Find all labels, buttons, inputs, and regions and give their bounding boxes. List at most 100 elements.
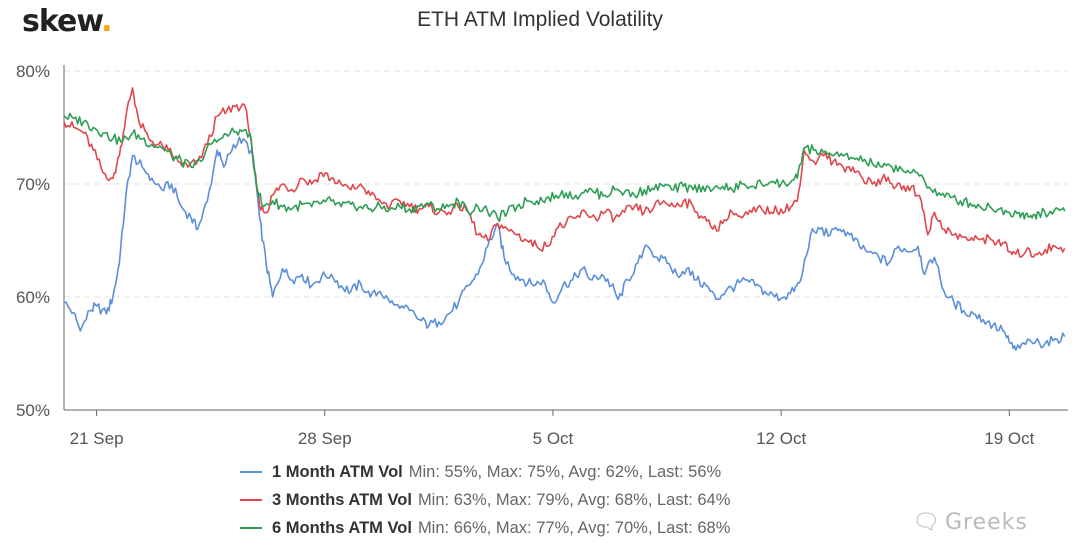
data-point (291, 208, 293, 210)
watermark: 🗨 Greeks (912, 510, 1028, 535)
data-point (1002, 330, 1004, 332)
data-point (242, 138, 244, 140)
data-point (291, 189, 293, 191)
data-point (910, 172, 912, 174)
data-point (643, 189, 645, 191)
data-point (92, 126, 94, 128)
data-point (526, 200, 528, 202)
series-line-2 (63, 87, 1066, 258)
data-point (692, 205, 694, 207)
data-point (848, 234, 850, 236)
data-point (943, 228, 945, 230)
data-point (614, 217, 616, 219)
data-point (552, 301, 554, 303)
data-point (591, 279, 593, 281)
data-point (751, 211, 753, 213)
data-point (1008, 251, 1010, 253)
data-point (1034, 253, 1036, 255)
data-point (95, 305, 97, 307)
data-point (369, 296, 371, 298)
data-point (125, 194, 127, 196)
data-point (122, 140, 124, 142)
data-point (871, 163, 873, 165)
data-point (516, 234, 518, 236)
data-point (972, 239, 974, 241)
data-point (258, 205, 260, 207)
data-point (861, 160, 863, 162)
brand-name: skew (22, 4, 102, 39)
data-point (773, 296, 775, 298)
data-point (933, 256, 935, 258)
data-point (584, 211, 586, 213)
data-point (232, 143, 234, 145)
data-point (408, 309, 410, 311)
data-point (428, 324, 430, 326)
legend-item[interactable]: 1 Month ATM Vol Min: 55%, Max: 75%, Avg: … (240, 458, 730, 486)
data-point (796, 200, 798, 202)
data-point (477, 234, 479, 236)
data-point (601, 273, 603, 275)
data-point (1002, 242, 1004, 244)
data-point (102, 132, 104, 134)
data-point (399, 307, 401, 309)
data-point (281, 205, 283, 207)
data-point (881, 166, 883, 168)
data-point (506, 228, 508, 230)
legend-swatch (240, 527, 262, 529)
data-point (813, 160, 815, 162)
legend-series-name: 1 Month ATM Vol (272, 462, 403, 481)
data-point (1064, 247, 1066, 249)
data-point (418, 318, 420, 320)
data-point (731, 189, 733, 191)
data-point (829, 234, 831, 236)
legend-swatch (240, 499, 262, 501)
data-point (940, 194, 942, 196)
data-point (1044, 248, 1046, 250)
data-point (822, 151, 824, 153)
data-point (982, 237, 984, 239)
axis-layer: 50% 60% 70% 80% 21 Sep 28 Sep 5 Oct 12 Oct 19 Oc… (16, 62, 1068, 448)
data-point (705, 285, 707, 287)
data-point (526, 239, 528, 241)
data-point (161, 147, 163, 149)
data-point (187, 166, 189, 168)
data-point (933, 211, 935, 213)
data-point (141, 138, 143, 140)
data-point (963, 309, 965, 311)
data-point (653, 189, 655, 191)
data-point (131, 155, 133, 157)
data-point (917, 245, 919, 247)
data-point (702, 217, 704, 219)
data-point (803, 147, 805, 149)
data-point (1057, 208, 1059, 210)
data-point (389, 205, 391, 207)
series-layer (63, 87, 1066, 351)
data-point (389, 208, 391, 210)
data-point (340, 205, 342, 207)
data-point (255, 183, 257, 185)
data-point (418, 205, 420, 207)
data-point (672, 205, 674, 207)
data-point (809, 234, 811, 236)
x-tick-label: 21 Sep (70, 429, 124, 448)
brand-dot: . (101, 4, 112, 39)
data-point (252, 160, 254, 162)
data-point (555, 194, 557, 196)
data-point (301, 177, 303, 179)
data-point (281, 183, 283, 185)
data-point (604, 211, 606, 213)
legend-item[interactable]: 3 Months ATM Vol Min: 63%, Max: 79%, Avg:… (240, 486, 730, 514)
data-point (627, 279, 629, 281)
data-point (712, 228, 714, 230)
data-point (112, 177, 114, 179)
data-point (177, 160, 179, 162)
data-point (196, 228, 198, 230)
legend-item[interactable]: 6 Months ATM Vol Min: 66%, Max: 77%, Avg:… (240, 514, 730, 542)
data-point (487, 239, 489, 241)
data-point (311, 205, 313, 207)
legend-series-stats: Min: 55%, Max: 75%, Avg: 62%, Last: 56% (408, 462, 722, 481)
data-point (633, 194, 635, 196)
data-point (852, 166, 854, 168)
data-point (1024, 213, 1026, 215)
